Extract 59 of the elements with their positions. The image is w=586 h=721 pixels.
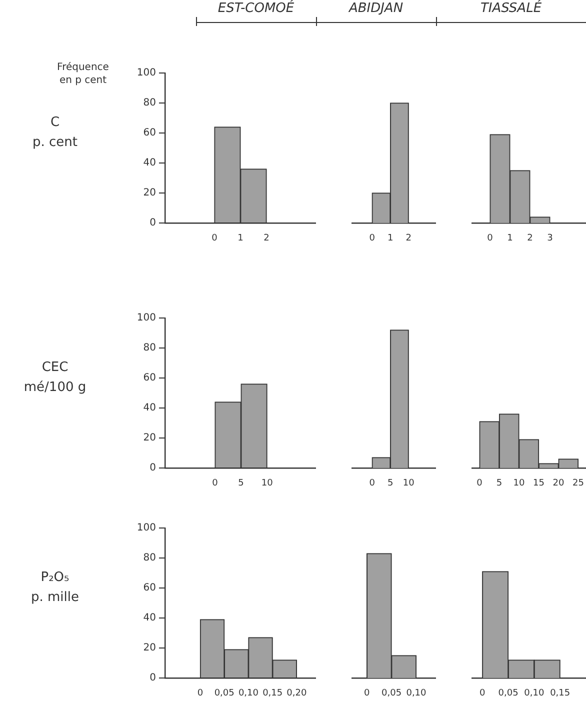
x-tick-label: 0,20	[286, 688, 307, 699]
x-tick-label: 15	[533, 478, 544, 489]
x-tick-label: 10	[402, 478, 415, 489]
x-tick-label: 10	[513, 478, 526, 489]
y-tick-label: 80	[143, 98, 156, 109]
x-tick-label: 0	[479, 688, 486, 699]
x-tick-label: 0	[364, 688, 370, 699]
x-tick-label: 5	[238, 478, 244, 489]
x-tick-label: 0,10	[524, 688, 544, 699]
y-tick-label: 60	[143, 128, 156, 139]
x-tick-label: 5	[496, 478, 502, 489]
x-tick-label: 5	[387, 478, 394, 489]
x-tick-label: 10	[261, 478, 274, 489]
x-tick-label: 0,15	[550, 688, 570, 699]
x-tick-label: 20	[552, 478, 565, 489]
chart-title: ABIDJAN	[316, 1, 436, 23]
y-tick-label: 40	[143, 402, 156, 414]
x-tick-label: 0	[212, 478, 218, 489]
chart-title: TIASSALÉ	[436, 1, 586, 23]
x-tick-label: 0	[197, 688, 204, 699]
y-tick-label: 100	[136, 68, 156, 79]
y-tick-label: 0	[150, 462, 156, 474]
x-axis-title: C p. cent	[32, 114, 78, 152]
x-tick-label: 0,10	[406, 688, 427, 699]
x-tick-label: 0,05	[498, 688, 518, 699]
x-tick-label: 0	[212, 234, 218, 244]
x-tick-label: 2	[527, 234, 533, 244]
x-tick-label: 1	[238, 234, 244, 244]
x-tick-label: 0	[369, 478, 376, 489]
y-tick-label: 20	[143, 432, 156, 444]
x-axis-title: P₂O₅ p. mille	[30, 569, 80, 607]
x-tick-label: 0	[476, 478, 483, 489]
y-tick-label: 80	[143, 552, 156, 564]
y-tick-label: 60	[143, 372, 156, 384]
x-tick-label: 0	[369, 234, 376, 244]
y-tick-label: 0	[150, 672, 156, 684]
x-tick-label: 0,05	[382, 688, 402, 699]
x-tick-label: 0,10	[238, 688, 259, 699]
x-tick-label: 0,15	[262, 688, 283, 699]
x-tick-label: 3	[547, 234, 553, 244]
y-tick-label: 20	[143, 188, 156, 199]
y-tick-label: 100	[136, 312, 156, 324]
y-tick-label: 40	[143, 612, 156, 624]
x-tick-label: 0,05	[214, 688, 234, 699]
y-tick-label: 20	[143, 642, 156, 654]
x-tick-label: 1	[387, 234, 394, 244]
x-tick-label: 2	[264, 234, 270, 244]
x-tick-label: 1	[507, 234, 513, 244]
y-tick-label: 100	[136, 522, 156, 534]
x-tick-label: 0	[487, 234, 494, 244]
y-tick-label: 80	[143, 342, 156, 354]
x-tick-label: 2	[406, 234, 412, 244]
chart-title: EST-COMOÉ	[196, 1, 316, 23]
x-axis-title: CEC mé/100 g	[22, 359, 88, 397]
y-tick-label: 0	[150, 218, 156, 229]
y-tick-label: 60	[143, 582, 156, 594]
y-tick-label: 40	[143, 158, 156, 169]
y-axis-title: Fréquence en p cent	[56, 61, 110, 87]
x-tick-label: 25	[572, 478, 584, 489]
